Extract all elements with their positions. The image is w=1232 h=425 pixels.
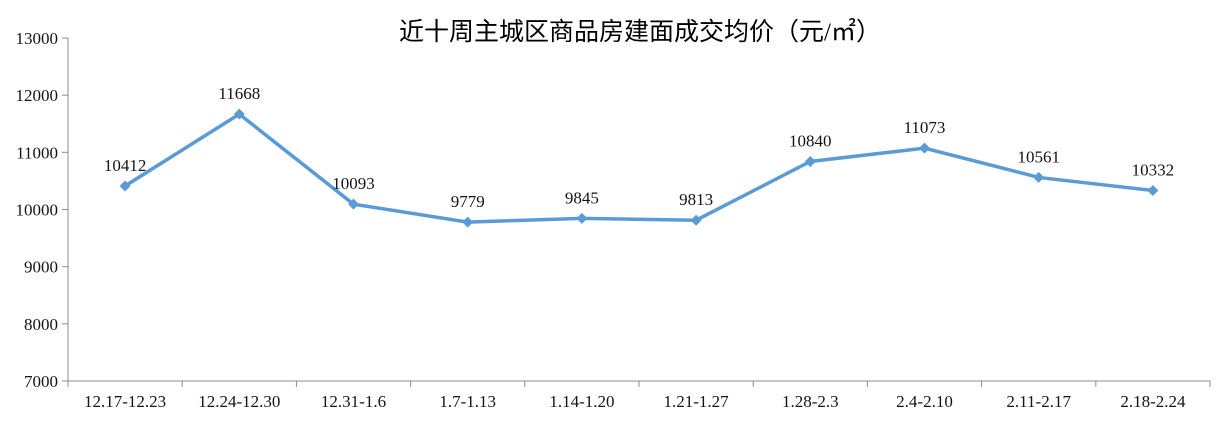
x-tick-label: 2.4-2.10	[896, 392, 953, 411]
y-tick-label: 12000	[16, 86, 59, 105]
data-label: 10412	[104, 156, 147, 175]
data-point-marker	[919, 142, 930, 154]
data-label: 10840	[789, 131, 832, 150]
data-label: 11668	[218, 84, 260, 103]
chart-title: 近十周主城区商品房建面成交均价（元/㎡）	[399, 18, 881, 46]
y-tick-label: 8000	[24, 315, 58, 334]
x-tick-label: 1.21-1.27	[664, 392, 730, 411]
data-label: 10561	[1017, 147, 1060, 166]
y-tick-label: 11000	[16, 143, 58, 162]
x-axis: 12.17-12.23 12.24-12.30 12.31-1.6 1.7-1.13 1…	[67, 380, 1211, 411]
y-tick-label: 10000	[16, 201, 59, 220]
series-line	[123, 112, 1155, 224]
y-tick-label: 13000	[16, 29, 59, 48]
data-point-marker	[348, 198, 359, 210]
data-point-marker	[1033, 171, 1045, 183]
data-label: 10332	[1132, 161, 1175, 180]
x-tick-label: 2.11-2.17	[1006, 392, 1071, 411]
data-point-marker	[233, 108, 245, 120]
data-label: 9845	[565, 188, 599, 207]
x-tick-label: 12.17-12.23	[84, 392, 166, 411]
data-point-marker	[804, 155, 816, 167]
y-tick-label: 7000	[24, 372, 58, 391]
series-markers	[119, 108, 1159, 228]
x-tick-label: 1.7-1.13	[439, 392, 496, 411]
chart-line	[123, 112, 1155, 224]
x-tick-label: 2.18-2.24	[1120, 392, 1186, 411]
data-point-marker	[462, 216, 474, 228]
data-point-marker	[576, 212, 588, 224]
y-tick-label: 9000	[24, 258, 58, 277]
x-tick-label: 1.28-2.3	[782, 392, 839, 411]
data-point-marker	[690, 214, 702, 226]
data-label: 10093	[332, 174, 375, 193]
x-tick-label: 12.31-1.6	[321, 392, 386, 411]
x-tick-label: 12.24-12.30	[198, 392, 280, 411]
data-point-marker	[1147, 185, 1159, 197]
data-label: 9813	[679, 190, 713, 209]
data-labels: 10412 11668 10093 9779 9845 9813 10840 11073 105…	[104, 84, 1174, 211]
data-label: 9779	[451, 192, 485, 211]
data-label: 11073	[904, 118, 946, 137]
x-tick-label: 1.14-1.20	[549, 392, 614, 411]
data-point-marker	[119, 180, 131, 192]
y-axis: 7000 8000 9000 10000 11000 12000 13000	[16, 29, 69, 391]
